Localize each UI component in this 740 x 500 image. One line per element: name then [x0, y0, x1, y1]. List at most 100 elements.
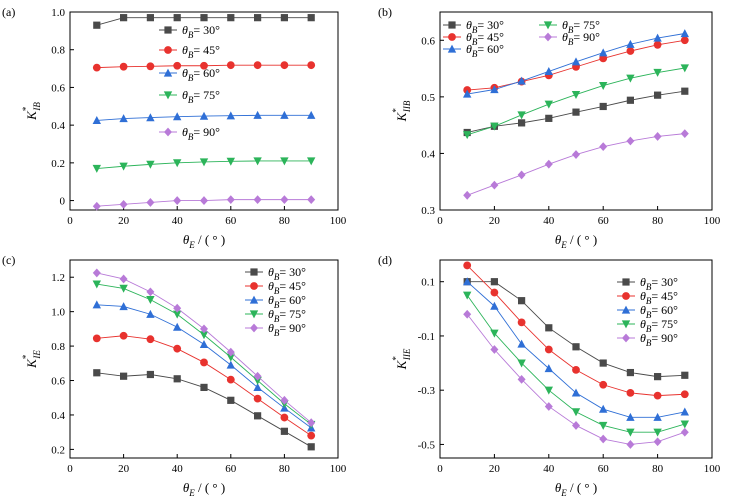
data-point	[599, 142, 607, 151]
y-tick-label: 1.0	[51, 307, 65, 319]
data-point	[93, 334, 101, 342]
data-point	[93, 64, 101, 72]
data-point	[572, 408, 580, 416]
data-point	[308, 443, 315, 450]
data-point	[599, 435, 607, 444]
data-point	[254, 14, 261, 21]
data-point	[600, 359, 607, 366]
data-point	[491, 278, 498, 285]
x-tick-label: 100	[704, 463, 721, 475]
data-point	[491, 289, 499, 297]
data-point	[146, 287, 154, 296]
x-axis-title: θE / ( ° )	[183, 232, 225, 250]
y-tick-label: 0.4	[421, 148, 435, 160]
data-point	[146, 198, 154, 207]
legend-label: θB= 45°	[182, 43, 220, 60]
data-point	[490, 181, 498, 190]
y-tick-label: 0.4	[51, 120, 65, 132]
y-tick-label: 1.2	[51, 272, 65, 284]
y-tick-label: 0.5	[421, 92, 435, 104]
legend-label: θB= 30°	[182, 23, 220, 40]
data-point	[572, 57, 580, 65]
data-point	[681, 36, 689, 44]
data-point	[545, 101, 553, 109]
data-point	[254, 195, 262, 204]
x-tick-label: 0	[437, 215, 443, 227]
data-point	[545, 387, 553, 395]
x-tick-label: 40	[543, 463, 555, 475]
data-point	[627, 369, 634, 376]
data-point	[545, 346, 553, 354]
data-point	[254, 412, 261, 419]
x-tick-label: 20	[118, 463, 130, 475]
data-point	[572, 109, 579, 116]
y-axis-title: K*IIB	[391, 100, 412, 122]
y-tick-label: -0.3	[418, 385, 436, 397]
data-point	[227, 14, 234, 21]
data-point	[164, 128, 172, 137]
x-tick-label: 40	[172, 215, 184, 227]
legend-label: θB= 90°	[640, 331, 678, 348]
data-point	[518, 318, 526, 326]
x-axis-title: θE / ( ° )	[183, 480, 225, 498]
data-point	[518, 119, 525, 126]
data-point	[681, 129, 689, 138]
x-axis-title: θE / ( ° )	[555, 232, 597, 250]
data-point	[517, 111, 525, 119]
x-tick-label: 0	[67, 463, 73, 475]
panel-label: (a)	[2, 5, 15, 19]
data-point	[307, 432, 315, 440]
x-tick-label: 0	[67, 215, 73, 227]
data-point	[448, 21, 455, 28]
y-tick-label: 0.6	[421, 35, 435, 47]
x-tick-label: 80	[279, 463, 291, 475]
x-tick-label: 60	[225, 463, 237, 475]
data-point	[147, 335, 155, 343]
x-tick-label: 20	[489, 463, 501, 475]
data-point	[681, 420, 689, 428]
y-tick-label: 1.0	[51, 7, 65, 19]
data-point	[227, 361, 235, 369]
legend-label: θB= 90°	[268, 321, 306, 338]
y-axis-title: K*IIE	[391, 348, 412, 370]
data-point	[599, 405, 607, 413]
legend-label: θB= 90°	[182, 125, 220, 142]
data-point	[544, 33, 552, 42]
y-tick-label: 0.8	[51, 341, 65, 353]
data-point	[517, 340, 525, 348]
x-tick-label: 80	[652, 463, 664, 475]
data-point	[545, 160, 553, 169]
data-point	[146, 296, 154, 304]
figure: 0 20 40 60 80 10000.20.40.60.81.0(a)θE / ( ° …	[0, 0, 740, 500]
data-point	[147, 371, 154, 378]
y-tick-label: -0.1	[418, 331, 435, 343]
data-point	[281, 61, 289, 69]
x-tick-label: 60	[225, 215, 237, 227]
data-point	[599, 48, 607, 56]
data-point	[627, 47, 635, 55]
data-point	[308, 14, 315, 21]
x-tick-label: 20	[489, 215, 501, 227]
data-point	[572, 150, 580, 159]
y-tick-label: 0.2	[51, 444, 65, 456]
data-point	[227, 195, 235, 204]
x-tick-label: 40	[543, 215, 555, 227]
data-point	[307, 61, 315, 69]
plot-frame	[70, 12, 338, 210]
data-point	[572, 421, 580, 430]
y-tick-label: 0.6	[51, 376, 65, 388]
data-point	[463, 191, 471, 200]
y-tick-label: 0.6	[51, 82, 65, 94]
x-tick-label: 100	[330, 215, 347, 227]
data-point	[250, 282, 258, 290]
x-tick-label: 80	[652, 215, 664, 227]
data-point	[147, 14, 154, 21]
data-point	[307, 195, 315, 204]
data-point	[120, 373, 127, 380]
data-point	[174, 14, 181, 21]
data-point	[120, 63, 128, 71]
data-point	[463, 292, 471, 300]
y-tick-label: 0.2	[51, 158, 65, 170]
chart-panel-d: 0 20 40 60 80 1000.1-0.1-0.3-0.5(d)θE / ( ° )…	[378, 253, 721, 498]
data-point	[654, 132, 662, 141]
